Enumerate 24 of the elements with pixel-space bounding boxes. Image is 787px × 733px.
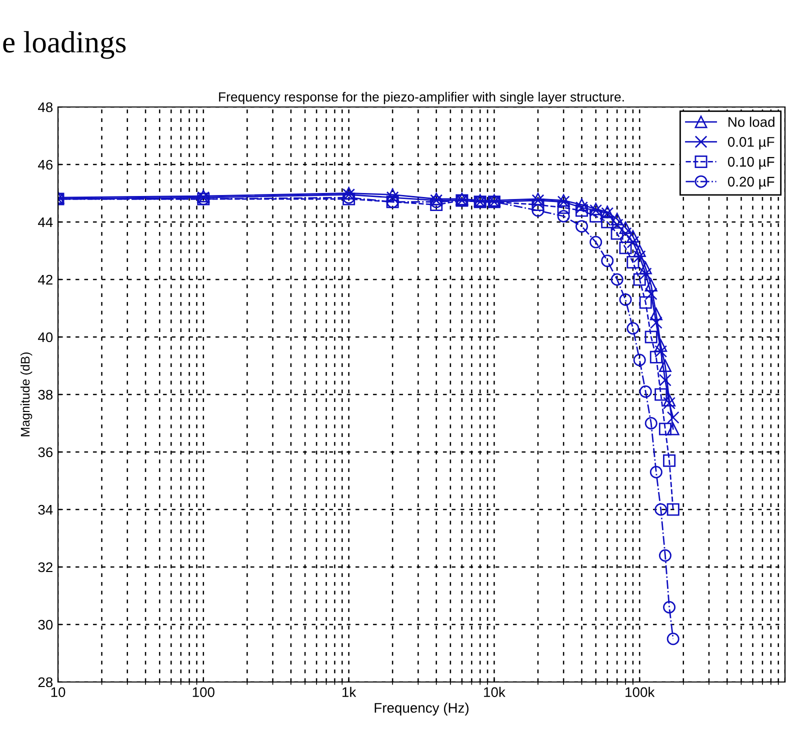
y-tick-label: 42 [38,274,52,285]
text: e loadings [3,31,126,59]
y-tick-label: 46 [38,160,53,170]
y-tick-label: 40 [38,332,53,342]
x-tick-label: 100 [192,687,214,698]
x-tick-label: 10k [484,686,506,698]
legend-label: 0.01 µF [728,136,774,150]
legend-label: No load [728,116,774,127]
x-tick-label: 100k [626,686,655,698]
y-axis-title: Magnitude (dB) [20,352,32,436]
y-tick-label: 36 [38,447,53,458]
x-tick-label: 1k [342,686,356,697]
chart-title: Frequency response for the piezo-amplifier with single layer structure. [219,92,624,104]
y-tick-label: 48 [38,102,53,112]
y-tick-label: 32 [38,562,52,572]
y-tick-label: 38 [38,390,53,400]
x-tick-label: 10 [51,687,66,698]
y-tick-label: 30 [38,620,53,630]
y-tick-label: 44 [38,217,53,228]
legend-label: 0.10 µF [728,156,774,170]
y-tick-label: 34 [38,504,53,515]
legend-label: 0.20 µF [728,176,774,190]
y-tick-label: 28 [38,677,53,688]
x-axis-title: Frequency (Hz) [374,702,468,716]
